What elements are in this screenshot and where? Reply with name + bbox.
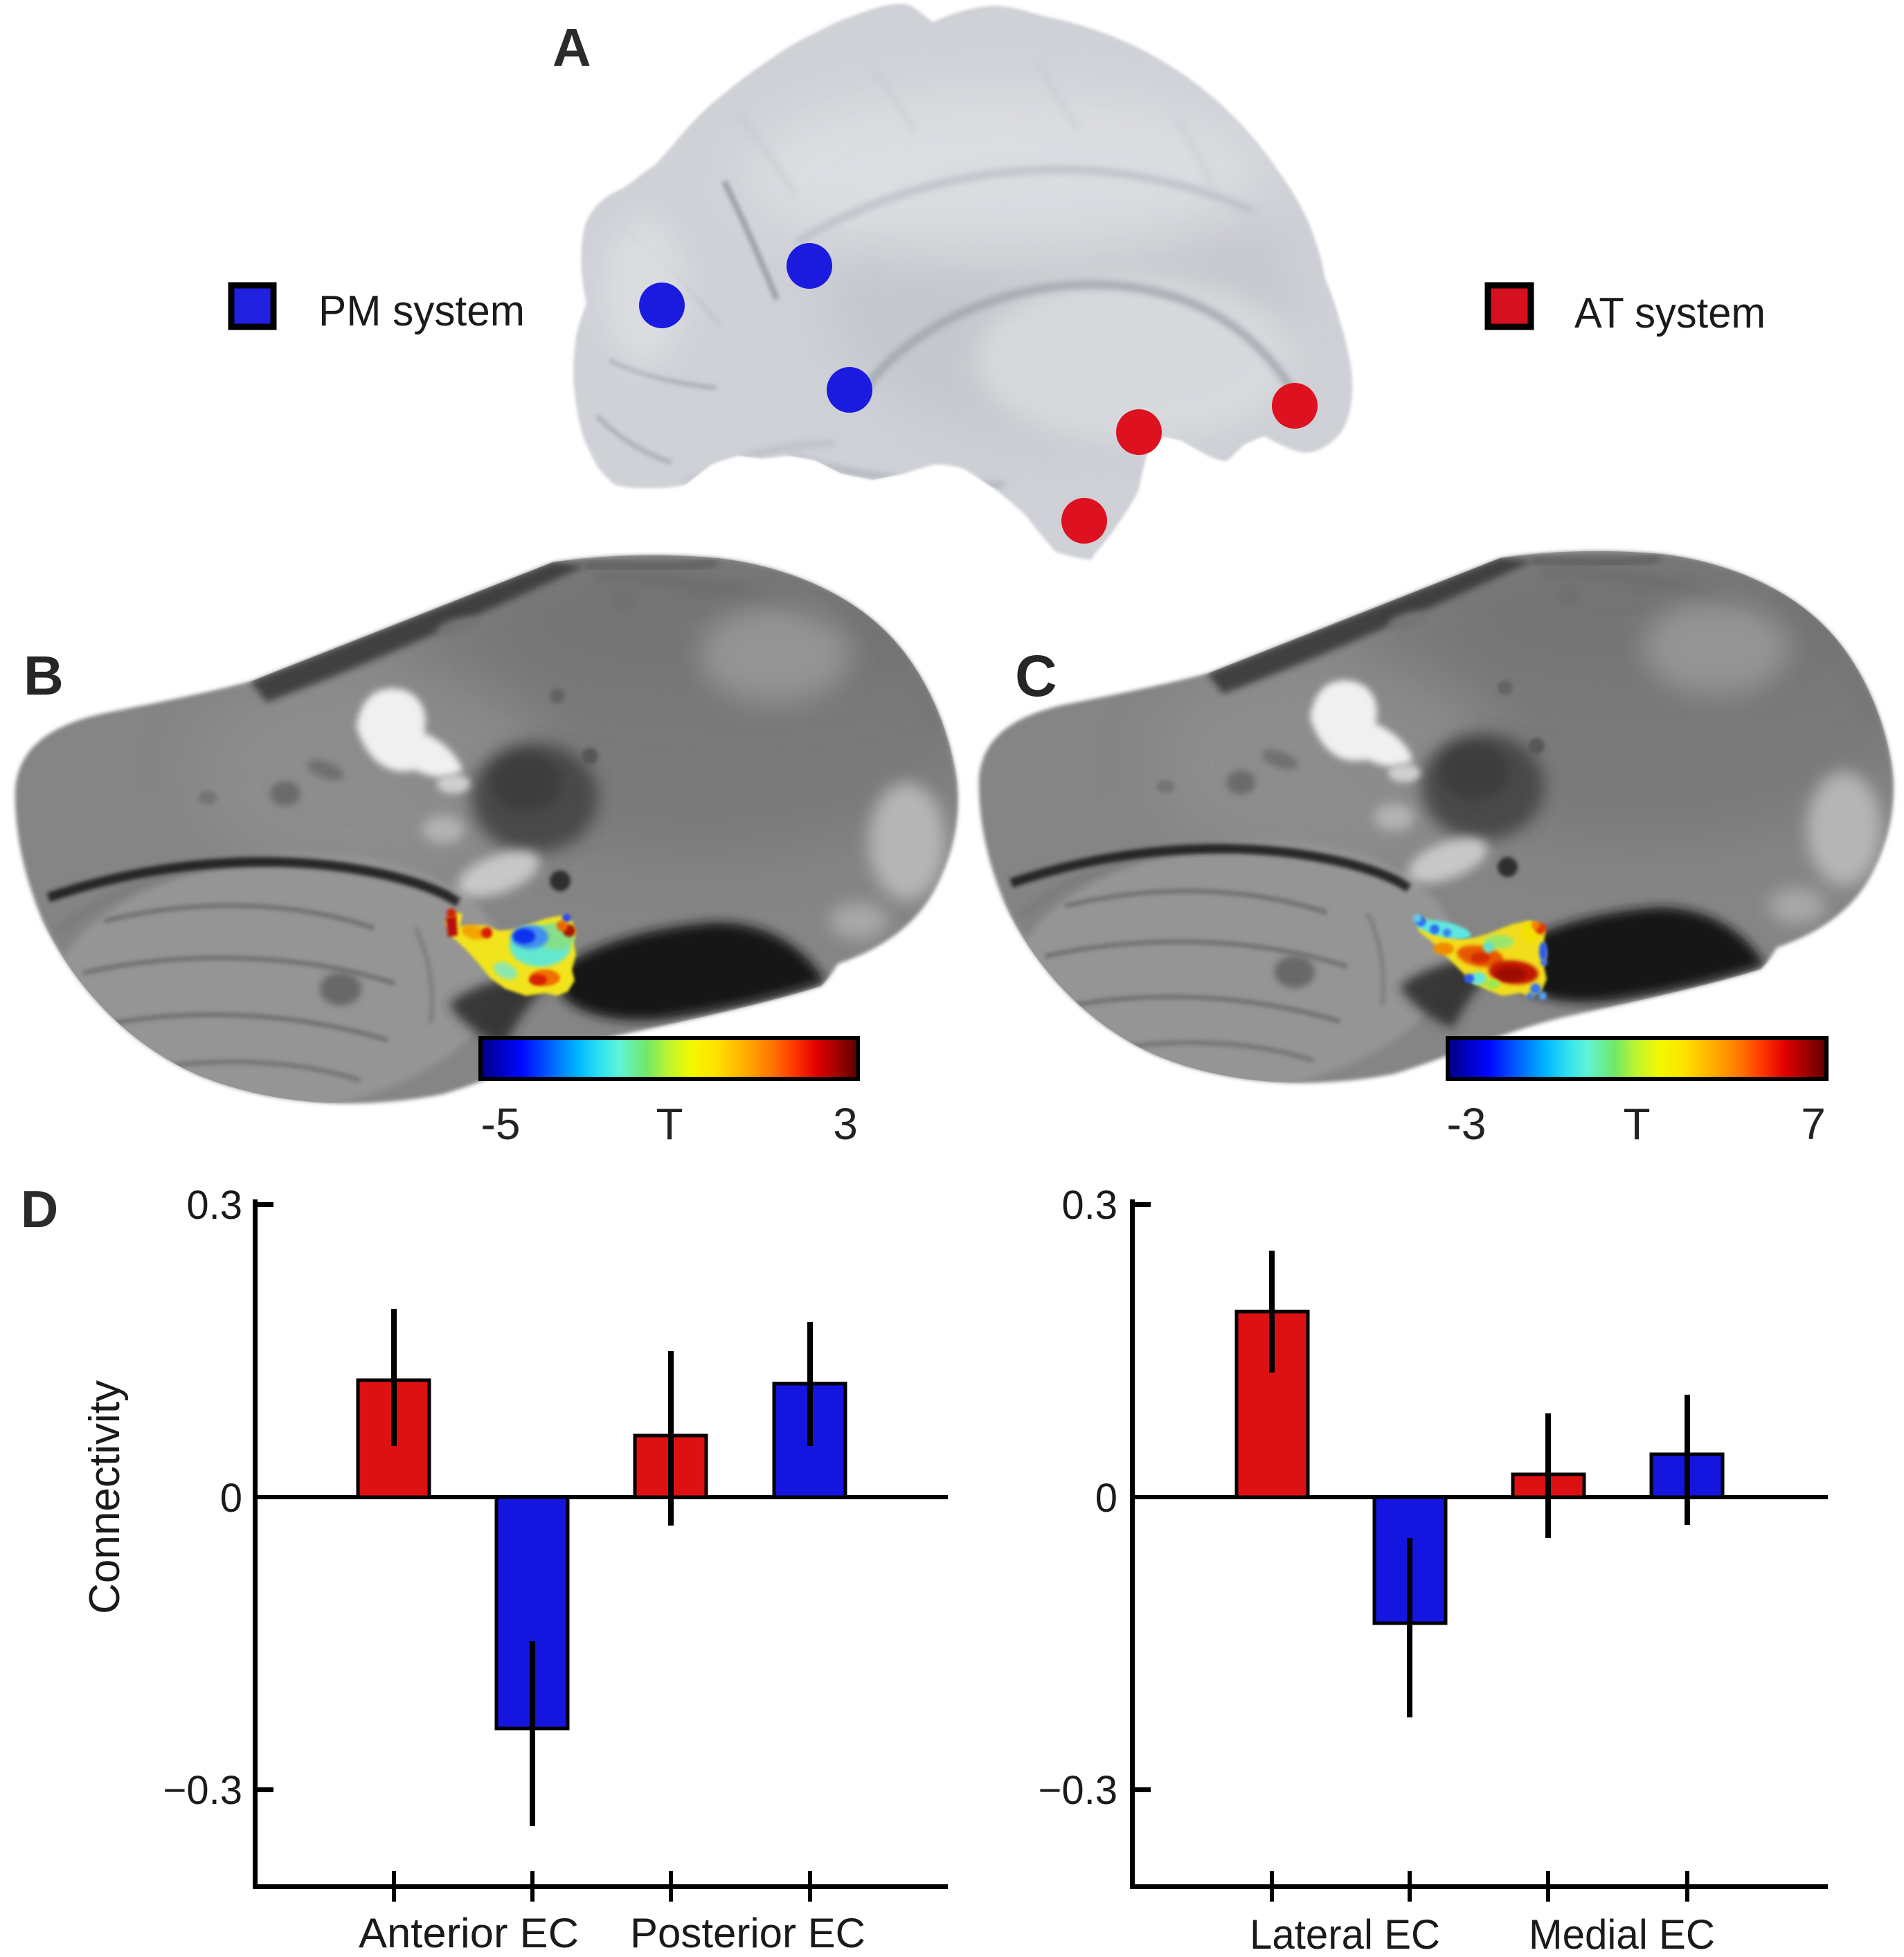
svg-text:Connectivity: Connectivity — [81, 1380, 129, 1614]
svg-text:0.3: 0.3 — [186, 1183, 242, 1228]
svg-text:B: B — [24, 645, 64, 706]
svg-text:PM system: PM system — [318, 287, 525, 335]
svg-text:-3: -3 — [1447, 1099, 1487, 1149]
svg-text:T: T — [656, 1099, 683, 1149]
svg-text:C: C — [1015, 643, 1057, 708]
svg-text:−0.3: −0.3 — [163, 1768, 243, 1813]
svg-text:3: 3 — [833, 1099, 858, 1149]
svg-text:Posterior EC: Posterior EC — [630, 1910, 865, 1956]
svg-text:0: 0 — [220, 1476, 242, 1521]
svg-text:0: 0 — [1095, 1476, 1117, 1521]
svg-text:A: A — [553, 18, 591, 78]
svg-text:Lateral EC: Lateral EC — [1250, 1911, 1440, 1957]
svg-text:−0.3: −0.3 — [1039, 1768, 1118, 1813]
svg-text:-5: -5 — [481, 1099, 521, 1149]
svg-text:AT system: AT system — [1574, 289, 1766, 337]
svg-text:0.3: 0.3 — [1061, 1183, 1117, 1228]
svg-text:Medial EC: Medial EC — [1529, 1911, 1715, 1957]
svg-text:T: T — [1623, 1099, 1650, 1149]
svg-text:D: D — [21, 1180, 58, 1238]
svg-text:7: 7 — [1801, 1099, 1826, 1149]
svg-text:Anterior EC: Anterior EC — [359, 1910, 579, 1956]
